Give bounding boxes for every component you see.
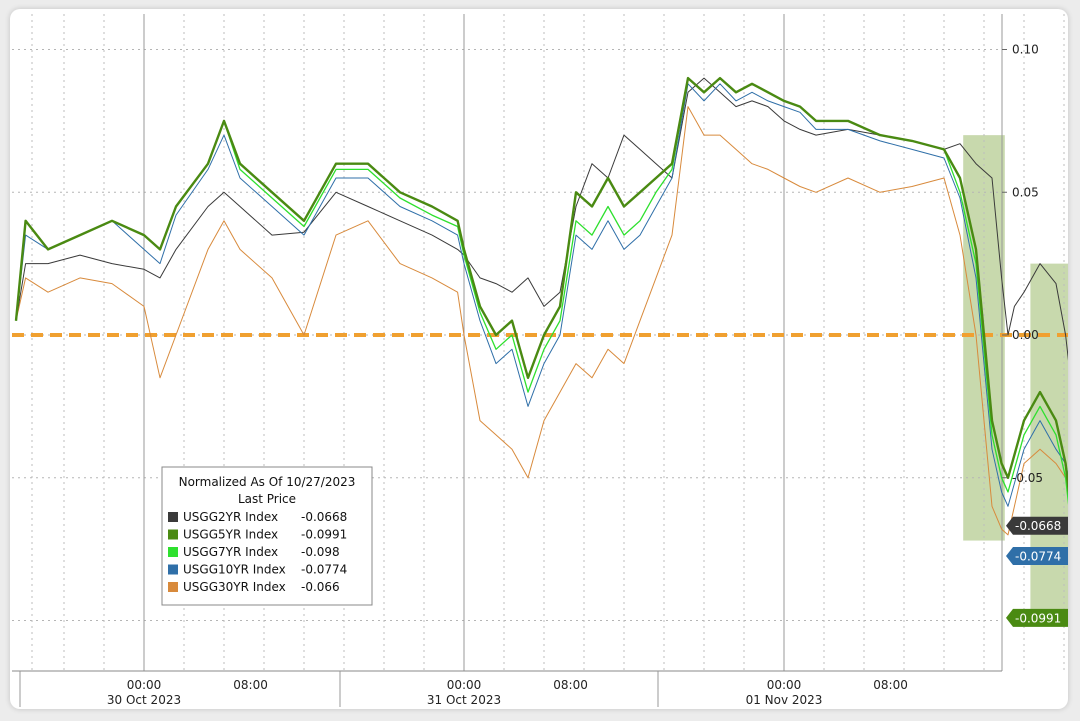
y-axis: 0.10 0.05 0.00 -0.05 (1002, 43, 1043, 485)
legend: Normalized As Of 10/27/2023 Last Price U… (161, 466, 373, 606)
series-usgg30yr-index (15, 106, 1068, 536)
last-value-tag-3: -0.0991 (1006, 608, 1068, 627)
x-tick-hour-6: 08:00 (873, 678, 908, 692)
legend-box (161, 466, 373, 606)
legend-name-5: USGG30YR Index (183, 580, 286, 594)
x-tick-date-5: 01 Nov 2023 (746, 693, 823, 707)
x-tick-date-1: 30 Oct 2023 (107, 693, 181, 707)
legend-value-1: -0.0668 (301, 510, 347, 524)
legend-value-4: -0.0774 (301, 563, 347, 577)
legend-swatch-5 (168, 582, 178, 592)
legend-value-2: -0.0991 (301, 528, 347, 542)
x-tick-hour-2: 08:00 (233, 678, 268, 692)
legend-swatch-3 (168, 547, 178, 557)
legend-entry-2: USGG5YR Index -0.0991 (168, 528, 347, 542)
y-tick-label-3: 0.00 (1012, 328, 1039, 342)
legend-entries: USGG2YR Index -0.0668 USGG5YR Index -0.0991… (168, 510, 347, 594)
last-value-tag-1: -0.0668 (1006, 516, 1068, 535)
legend-entry-3: USGG7YR Index -0.098 (168, 545, 340, 559)
series-usgg2yr-index (15, 77, 1068, 361)
y-tick-label-1: 0.10 (1012, 43, 1039, 57)
legend-entry-4: USGG10YR Index -0.0774 (168, 563, 347, 577)
legend-name-1: USGG2YR Index (183, 510, 278, 524)
chart-frame: 0.10 0.05 0.00 -0.05 00:00 30 Oct 2023 08:00 0… (10, 9, 1068, 709)
legend-name-2: USGG5YR Index (183, 528, 278, 542)
legend-entry-5: USGG30YR Index -0.066 (168, 580, 340, 594)
last-value-tags: -0.0668 -0.0774 -0.0991 (1006, 516, 1068, 627)
last-value-tag-bg-3 (1006, 608, 1068, 627)
legend-swatch-2 (168, 529, 178, 540)
last-value-tag-bg-1 (1006, 516, 1068, 535)
series-usgg10yr-index (15, 83, 1068, 507)
legend-name-3: USGG7YR Index (183, 545, 278, 559)
x-tick-hour-1: 00:00 (127, 678, 162, 692)
y-tick-label-2: 0.05 (1012, 185, 1039, 199)
legend-value-5: -0.066 (301, 580, 340, 594)
legend-entry-1: USGG2YR Index -0.0668 (168, 510, 347, 524)
legend-swatch-1 (168, 512, 178, 522)
x-tick-hour-5: 00:00 (767, 678, 802, 692)
x-tick-hour-4: 08:00 (553, 678, 588, 692)
legend-value-3: -0.098 (301, 545, 340, 559)
x-tick-date-3: 31 Oct 2023 (427, 693, 501, 707)
legend-header-line1: Normalized As Of 10/27/2023 (179, 475, 356, 489)
series-usgg5yr-index (14, 76, 1068, 496)
last-value-tag-2: -0.0774 (1006, 546, 1068, 565)
last-value-tag-label-3: -0.0991 (1015, 611, 1061, 625)
y-tick-label-4: -0.05 (1012, 471, 1043, 485)
last-value-tag-label-2: -0.0774 (1015, 549, 1061, 563)
last-value-tag-label-1: -0.0668 (1015, 519, 1061, 533)
series-lines (14, 76, 1068, 536)
last-value-tag-bg-2 (1006, 546, 1068, 565)
legend-header-line2: Last Price (238, 492, 296, 506)
x-tick-hour-3: 00:00 (447, 678, 482, 692)
legend-name-4: USGG10YR Index (183, 563, 286, 577)
legend-swatch-4 (168, 564, 178, 575)
